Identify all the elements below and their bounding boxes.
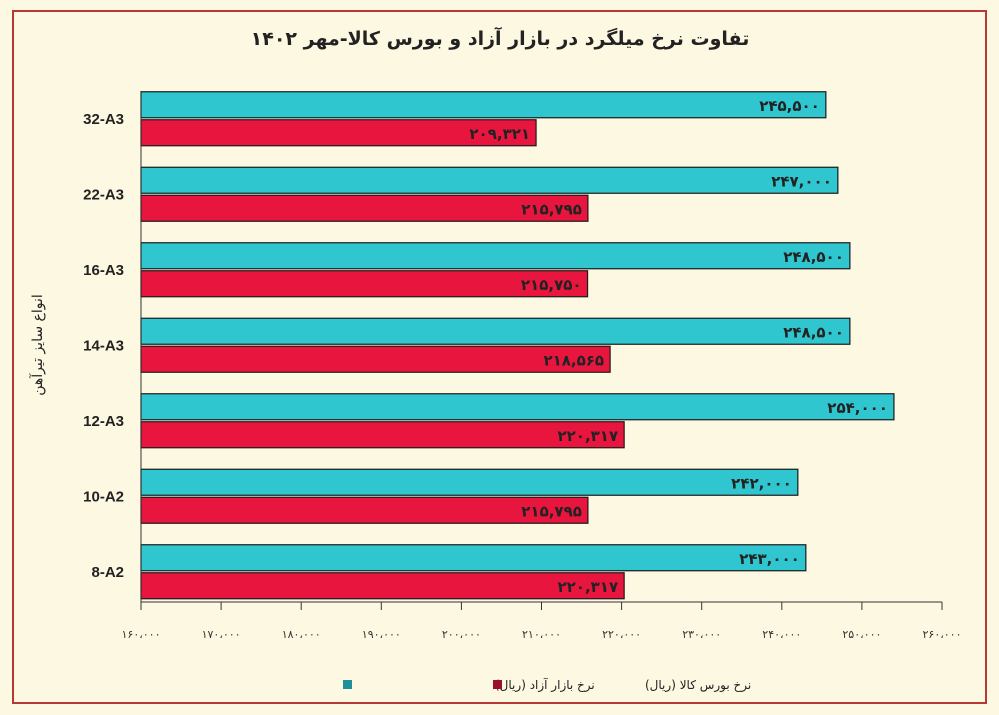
- data-label: ۲۴۵,۵۰۰: [759, 97, 820, 115]
- bar-commodity-exchange: [140, 194, 589, 222]
- category-label: 10-A2: [83, 488, 124, 505]
- bar-free-market: [140, 242, 851, 270]
- data-label: ۲۴۸,۵۰۰: [783, 248, 844, 266]
- legend-label: نرخ بورس کالا (ریال): [645, 678, 751, 693]
- legend-label: نرخ بازار آزاد (ریال): [495, 677, 595, 693]
- data-label: ۲۱۵,۷۵۰: [521, 276, 582, 294]
- data-label: ۲۴۷,۰۰۰: [771, 172, 832, 190]
- x-tick-label: ۱۷۰،۰۰۰: [202, 628, 241, 641]
- x-tick-label: ۲۱۰،۰۰۰: [522, 628, 561, 641]
- y-axis-label: انواع سایز تیرآهن: [29, 294, 46, 396]
- x-tick-label: ۲۵۰،۰۰۰: [842, 628, 881, 641]
- x-tick-label: ۲۲۰،۰۰۰: [602, 628, 641, 641]
- category-label: 12-A3: [83, 413, 124, 430]
- x-tick-label: ۱۸۰،۰۰۰: [282, 628, 321, 641]
- legend-swatch: [493, 680, 502, 689]
- bar-free-market: [140, 393, 895, 421]
- category-label: 16-A3: [83, 262, 124, 279]
- data-label: ۲۵۴,۰۰۰: [827, 399, 888, 417]
- bar-free-market: [140, 317, 851, 345]
- bar-free-market: [140, 166, 839, 194]
- data-label: ۲۴۳,۰۰۰: [739, 550, 800, 568]
- data-label: ۲۴۲,۰۰۰: [731, 474, 792, 492]
- category-label: 14-A3: [83, 337, 124, 354]
- x-tick-label: ۲۶۰،۰۰۰: [923, 628, 962, 641]
- data-label: ۲۱۸,۵۶۵: [543, 351, 604, 369]
- bar-commodity-exchange: [140, 270, 589, 298]
- x-tick-label: ۱۹۰،۰۰۰: [362, 628, 401, 641]
- data-label: ۲۲۰,۳۱۷: [557, 427, 618, 445]
- data-label: ۲۲۰,۳۱۷: [557, 578, 618, 596]
- x-tick-label: ۱۶۰،۰۰۰: [122, 628, 161, 641]
- bar-free-market: [140, 468, 799, 496]
- x-tick-label: ۲۴۰،۰۰۰: [762, 628, 801, 641]
- data-label: ۲۰۹,۳۲۱: [469, 125, 530, 143]
- category-label: 8-A2: [91, 564, 124, 581]
- category-label: 22-A3: [83, 186, 124, 203]
- data-label: ۲۱۵,۷۹۵: [521, 200, 582, 218]
- bar-free-market: [140, 544, 807, 572]
- bar-commodity-exchange: [140, 345, 611, 373]
- data-label: ۲۱۵,۷۹۵: [521, 502, 582, 520]
- category-label: 32-A3: [83, 111, 124, 128]
- chart-title: تفاوت نرخ میلگرد در بازار آزاد و بورس کا…: [251, 26, 750, 50]
- legend-swatch: [343, 680, 352, 689]
- data-label: ۲۴۸,۵۰۰: [783, 323, 844, 341]
- chart-frame: [12, 10, 987, 704]
- bar-commodity-exchange: [140, 572, 625, 600]
- bar-commodity-exchange: [140, 421, 625, 449]
- x-tick-label: ۲۰۰،۰۰۰: [442, 628, 481, 641]
- bar-commodity-exchange: [140, 119, 537, 147]
- x-tick-label: ۲۳۰،۰۰۰: [682, 628, 721, 641]
- bar-free-market: [140, 91, 827, 119]
